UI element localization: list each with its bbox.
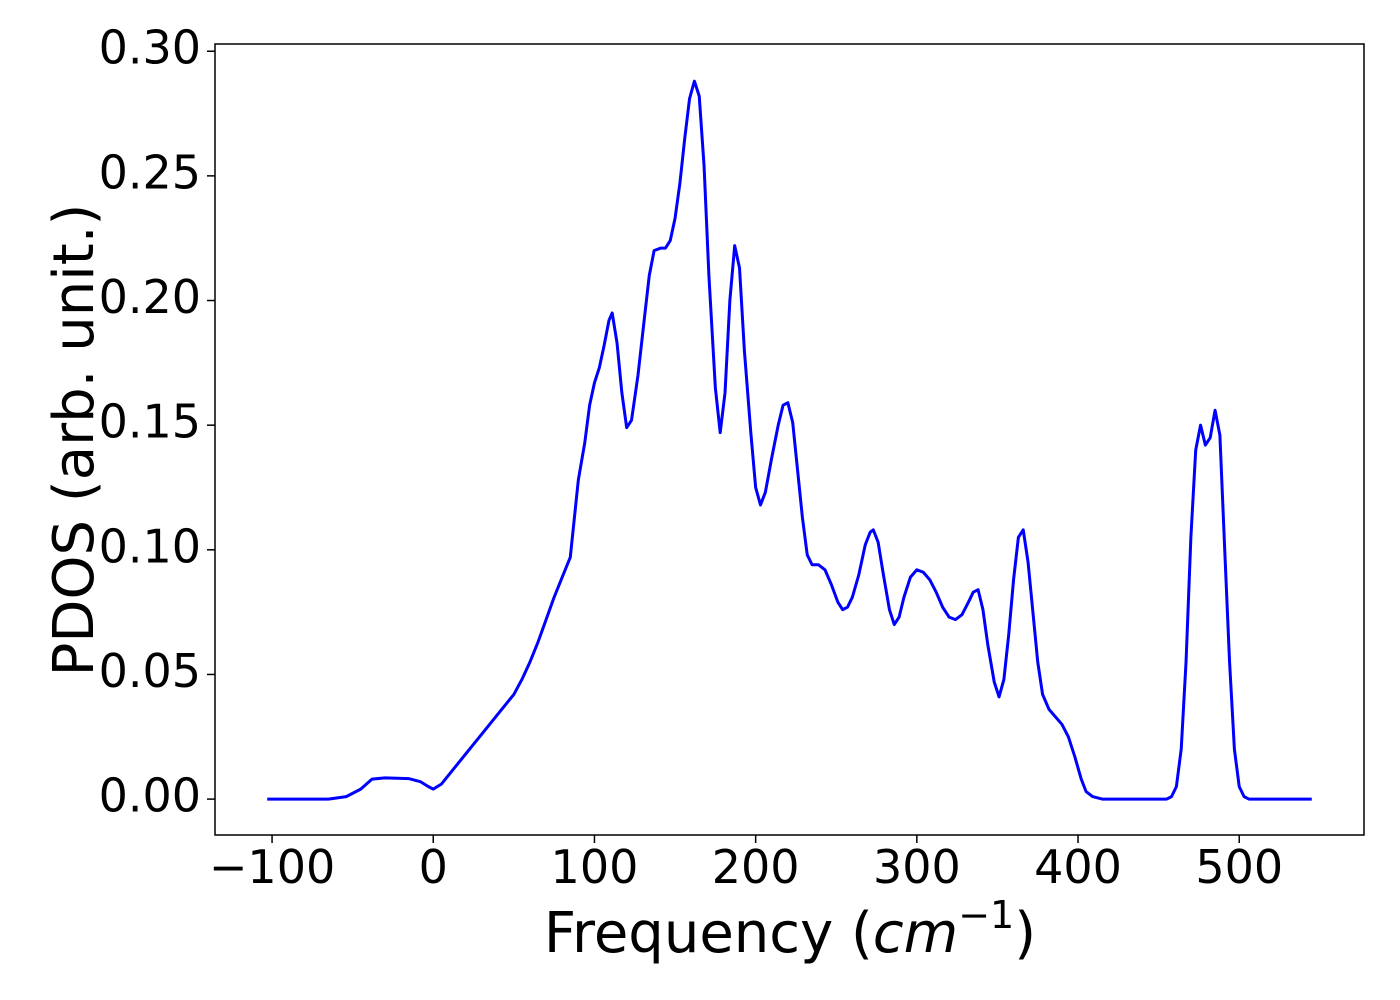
x-tick-label: 100 bbox=[551, 840, 639, 894]
y-tick-label: 0.20 bbox=[99, 270, 201, 324]
x-axis-label: Frequency (cm−1) bbox=[544, 893, 1036, 966]
x-label-exponent: −1 bbox=[958, 893, 1014, 937]
x-label-unit: cm bbox=[873, 901, 958, 966]
plot-frame bbox=[214, 43, 1365, 836]
x-tick-label: −100 bbox=[209, 840, 335, 894]
y-tick-label: 0.15 bbox=[99, 395, 201, 449]
x-tick-label: 200 bbox=[712, 840, 800, 894]
x-label-text: ) bbox=[1014, 901, 1036, 966]
y-axis-label: PDOS (arb. unit.) bbox=[42, 204, 107, 677]
y-tick-label: 0.30 bbox=[99, 21, 201, 75]
x-tick-label: 300 bbox=[873, 840, 961, 894]
x-tick-label: 500 bbox=[1195, 840, 1283, 894]
y-tick-label: 0.00 bbox=[99, 769, 201, 823]
y-tick-label: 0.25 bbox=[99, 145, 201, 199]
line bbox=[267, 79, 1312, 801]
y-tick-label: 0.05 bbox=[99, 644, 201, 698]
x-tick-label: 400 bbox=[1034, 840, 1122, 894]
y-tick-label: 0.10 bbox=[99, 519, 201, 573]
x-tick-label: 0 bbox=[419, 840, 448, 894]
x-label-text: Frequency ( bbox=[544, 901, 873, 966]
